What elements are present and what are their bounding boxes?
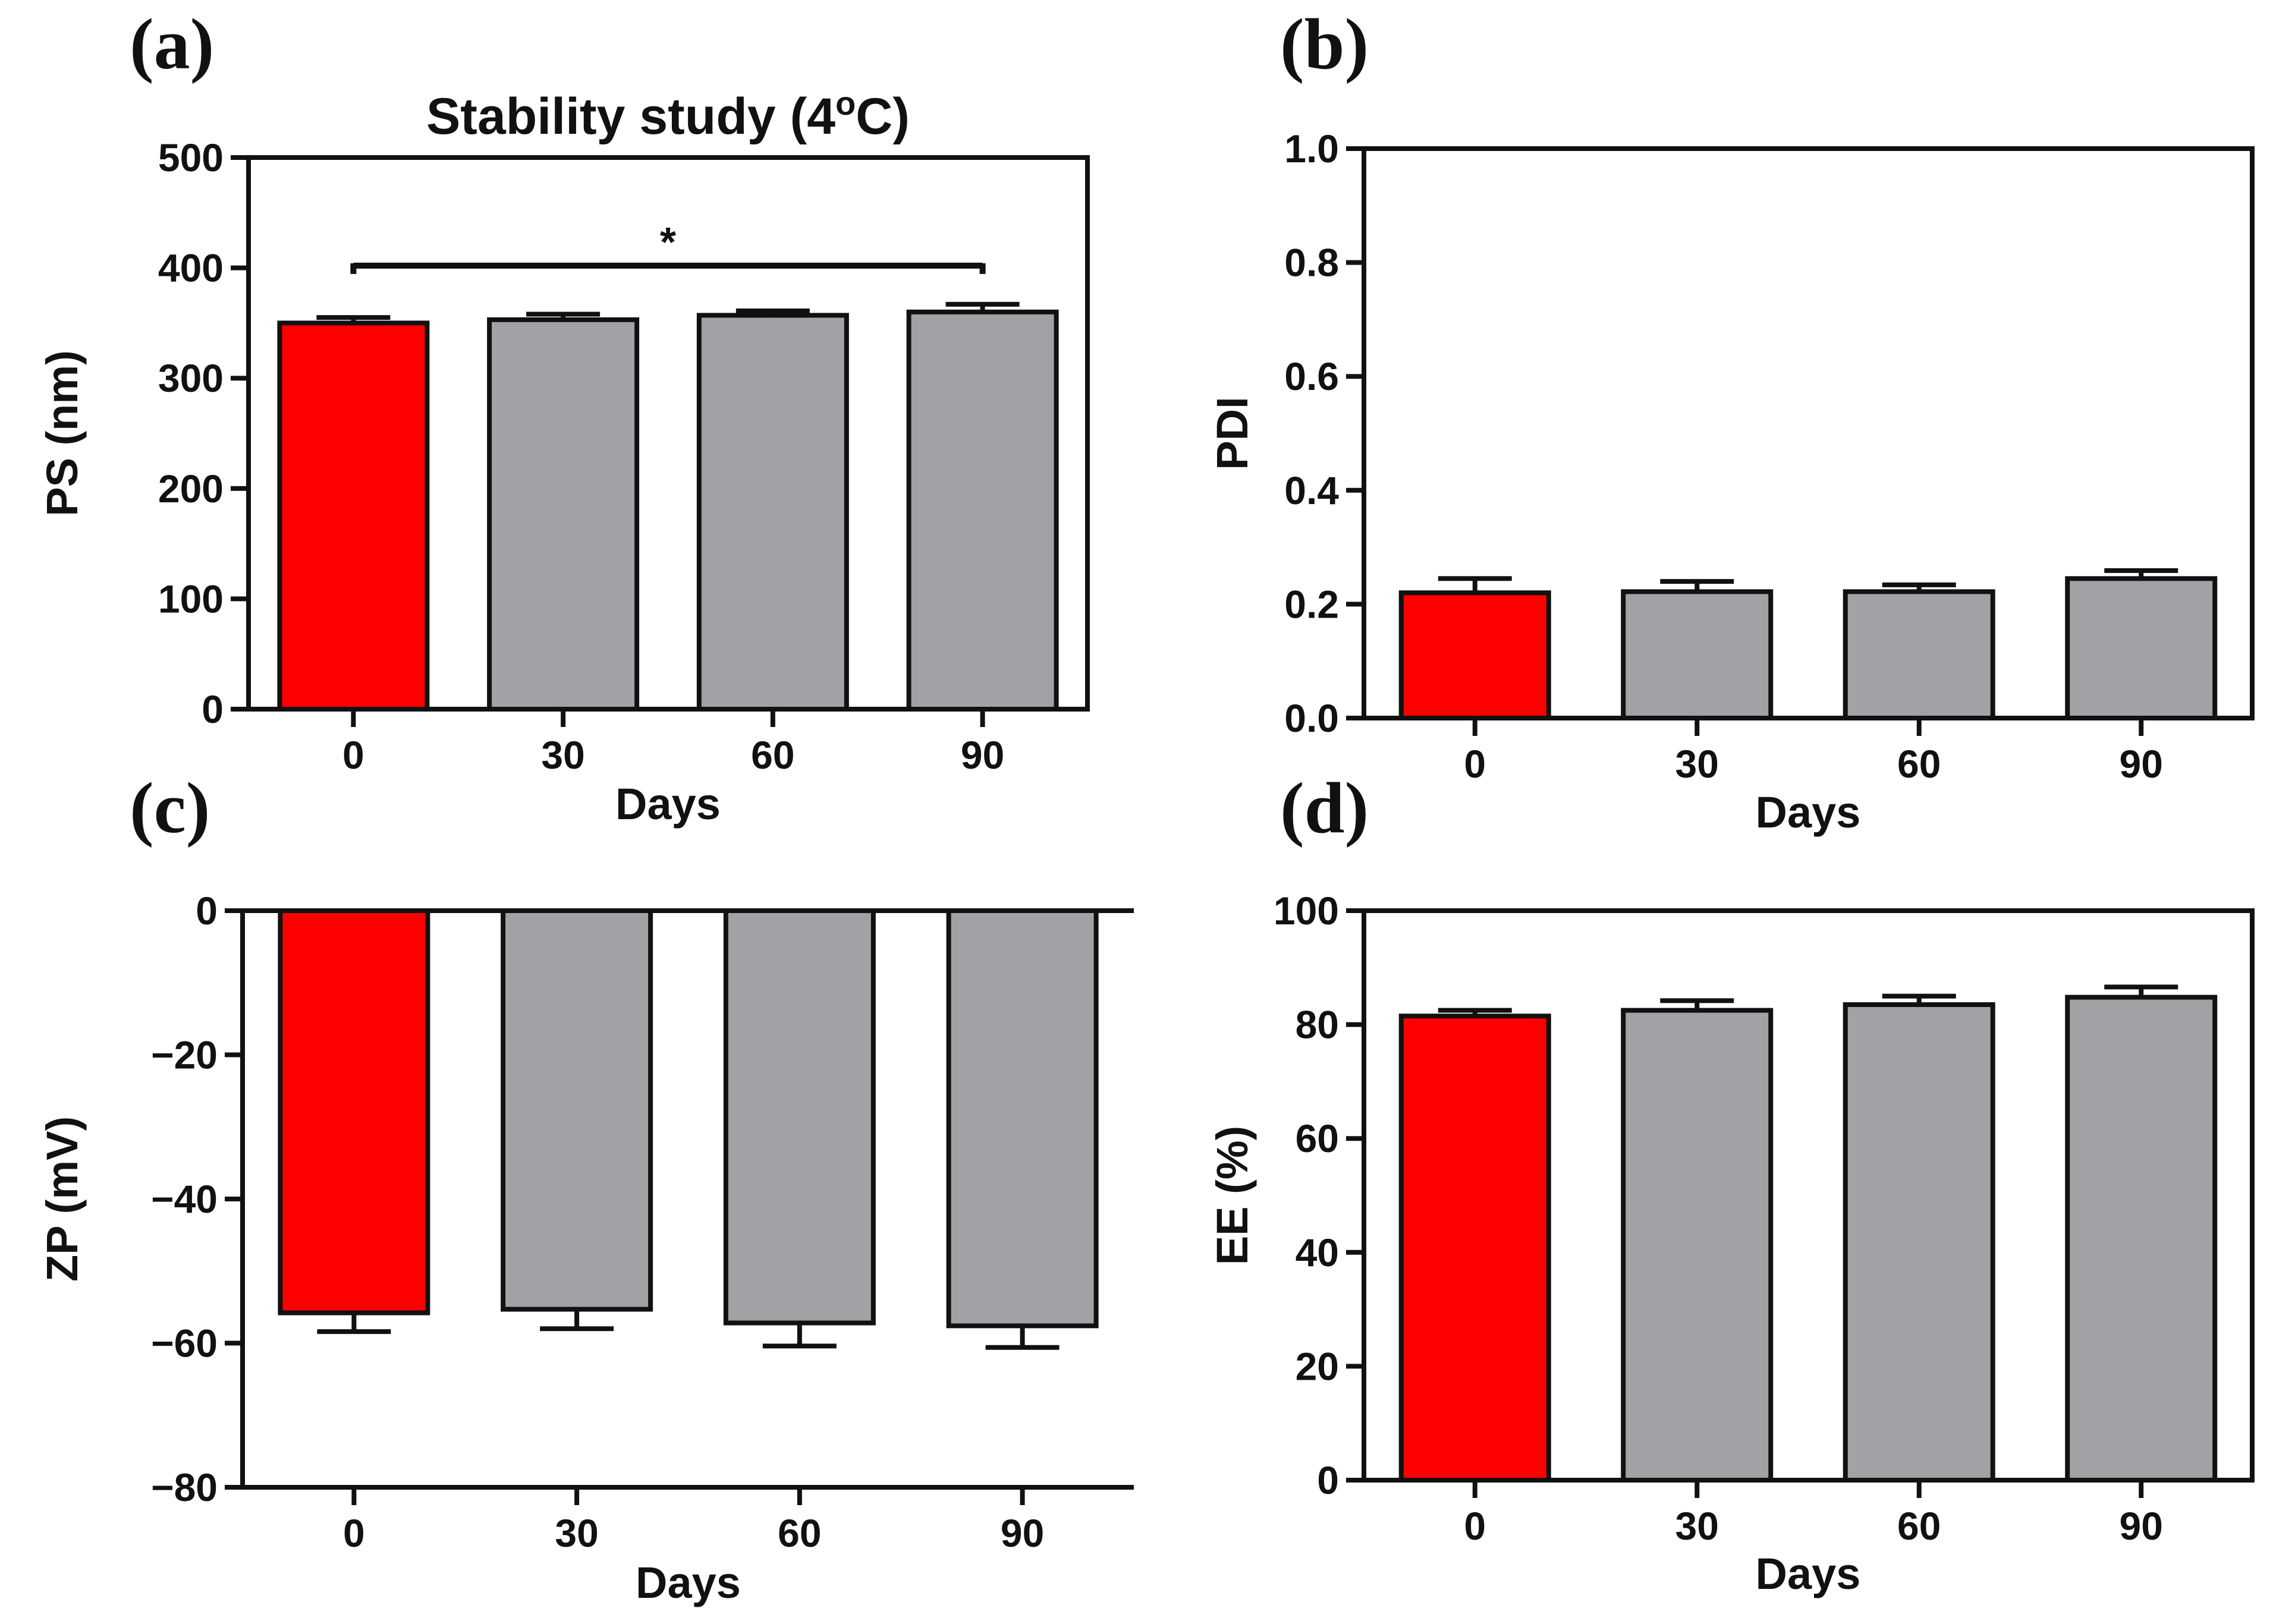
bar-60 bbox=[723, 908, 876, 1326]
y-tick-label: −60 bbox=[151, 1321, 218, 1365]
y-tick-label: 0.4 bbox=[1284, 468, 1339, 512]
x-tick-label: 0 bbox=[342, 733, 364, 777]
y-axis-label: PDI bbox=[1208, 396, 1257, 470]
y-tick-label: 0 bbox=[196, 889, 218, 933]
panels: (a)Stability study (4oC)0100200300400500… bbox=[37, 4, 2255, 1607]
bar-30 bbox=[1621, 1008, 1774, 1483]
panel-letter: (a) bbox=[130, 4, 214, 84]
x-axis-label: Days bbox=[1756, 788, 1861, 837]
chart-title: Stability study (4oC) bbox=[426, 84, 910, 145]
bar-90 bbox=[2065, 994, 2218, 1483]
x-tick-label: 0 bbox=[343, 1511, 365, 1555]
y-tick-label: 100 bbox=[1274, 889, 1339, 933]
x-tick-label: 60 bbox=[751, 733, 794, 777]
bar-0 bbox=[1398, 590, 1551, 720]
y-tick-label: 80 bbox=[1296, 1003, 1339, 1047]
y-tick-label: 0.8 bbox=[1284, 241, 1339, 285]
y-tick-label: 100 bbox=[158, 577, 224, 621]
x-tick-label: 0 bbox=[1464, 1504, 1486, 1548]
y-tick-label: −20 bbox=[151, 1033, 218, 1077]
x-tick-label: 90 bbox=[1001, 1511, 1044, 1555]
x-tick-label: 30 bbox=[541, 733, 584, 777]
y-tick-label: 300 bbox=[158, 356, 224, 400]
x-axis-label: Days bbox=[636, 1558, 741, 1607]
plot-frame bbox=[246, 155, 1090, 712]
y-tick-label: 200 bbox=[158, 467, 224, 511]
y-tick-label: −80 bbox=[151, 1465, 218, 1509]
chart-title-superscript: o bbox=[835, 84, 856, 122]
x-tick-label: 30 bbox=[1675, 742, 1719, 786]
bar-90 bbox=[906, 309, 1059, 712]
x-axis-label: Days bbox=[615, 779, 721, 829]
x-tick-label: 60 bbox=[1897, 1504, 1941, 1548]
plot-frame bbox=[1362, 146, 2255, 720]
y-tick-label: −40 bbox=[151, 1177, 218, 1221]
x-tick-label: 30 bbox=[1675, 1504, 1719, 1548]
y-tick-label: 0 bbox=[1317, 1458, 1339, 1502]
y-tick-label: 500 bbox=[158, 136, 224, 180]
plot-frame bbox=[1362, 908, 2255, 1483]
bar-0 bbox=[278, 908, 430, 1315]
panel-2: (b) 0.0 0.2 0.4 0.6 0.8 1.0 0 30 60 90 Days PDI bbox=[1208, 4, 2255, 837]
bar-90 bbox=[2065, 576, 2218, 720]
x-axis-label: Days bbox=[1756, 1549, 1861, 1598]
x-tick-label: 60 bbox=[1897, 742, 1941, 786]
bar-90 bbox=[946, 908, 1099, 1329]
panel-letter: (b) bbox=[1280, 4, 1369, 84]
bar-0 bbox=[277, 320, 430, 712]
bar-30 bbox=[487, 317, 640, 712]
y-tick-label: 0.6 bbox=[1284, 354, 1339, 398]
y-tick-label: 1.0 bbox=[1284, 127, 1339, 171]
bar-60 bbox=[1843, 1002, 1995, 1483]
x-tick-label: 90 bbox=[961, 733, 1004, 777]
x-tick-label: 30 bbox=[555, 1511, 598, 1555]
y-tick-label: 0.0 bbox=[1284, 696, 1339, 740]
y-tick-label: 20 bbox=[1296, 1344, 1339, 1388]
panel-letter: (d) bbox=[1280, 768, 1369, 848]
y-axis-label: ZP (mV) bbox=[37, 1116, 87, 1282]
y-tick-label: 0.2 bbox=[1284, 582, 1339, 626]
bar-30 bbox=[501, 908, 653, 1312]
y-tick-label: 40 bbox=[1296, 1230, 1339, 1274]
x-tick-label: 0 bbox=[1464, 742, 1486, 786]
chart-title-main: Stability study (4 bbox=[426, 88, 835, 145]
bar-30 bbox=[1621, 589, 1774, 720]
y-axis-label: PS (nm) bbox=[37, 350, 87, 517]
panel-1: (a)Stability study (4oC)0100200300400500… bbox=[37, 4, 1090, 829]
y-tick-label: 0 bbox=[202, 687, 224, 731]
bar-0 bbox=[1398, 1014, 1551, 1483]
y-tick-label: 400 bbox=[158, 246, 224, 290]
bar-60 bbox=[1843, 589, 1995, 720]
x-tick-label: 90 bbox=[2120, 742, 2163, 786]
x-tick-label: 60 bbox=[778, 1511, 821, 1555]
significance-star: * bbox=[660, 219, 677, 265]
panel-3: (c) −80 −60 −40 −20 0 0 30 60 90 Days ZP (mV) bbox=[37, 768, 1134, 1607]
panel-letter: (c) bbox=[130, 768, 210, 848]
x-tick-label: 90 bbox=[2120, 1504, 2163, 1548]
chart-title-suffix: C) bbox=[856, 88, 910, 145]
y-axis-label: EE (%) bbox=[1208, 1126, 1257, 1265]
panel-4: (d) 0 20 40 60 80 100 0 30 60 90 Days EE (%) bbox=[1208, 768, 2255, 1598]
bar-60 bbox=[696, 313, 849, 712]
y-tick-label: 60 bbox=[1296, 1116, 1339, 1160]
